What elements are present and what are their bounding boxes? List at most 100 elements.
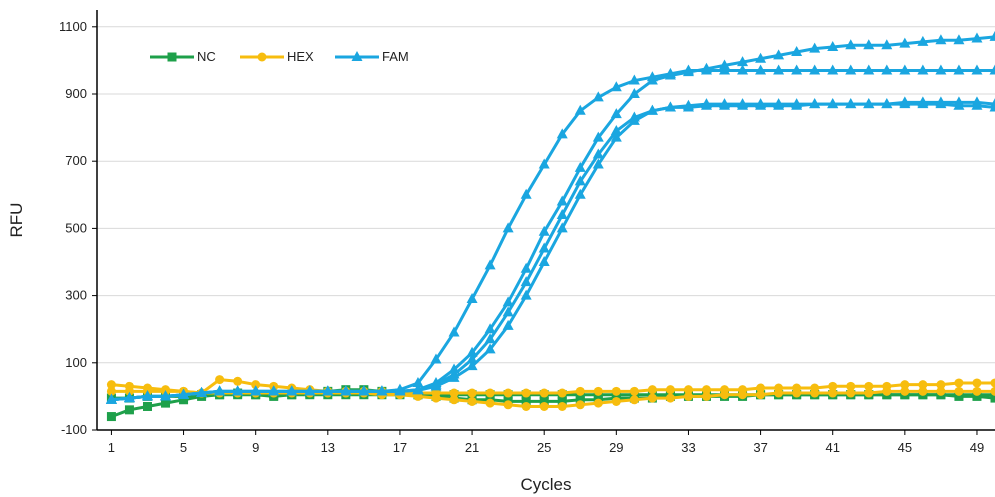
data-point-fam-4-25 [538,158,550,169]
data-point-fam-7-7 [214,385,226,396]
data-point-fam-5-26 [556,195,568,206]
data-point-fam-4-21 [466,292,478,303]
data-point-fam-7-48 [953,99,965,110]
data-point-fam-7-13 [322,385,334,396]
data-point-fam-6-28 [592,148,604,159]
data-point-fam-5-27 [574,161,586,172]
y-tick-label-500: 500 [65,220,87,235]
data-point-hex-2-48 [954,378,964,388]
data-point-hex-2-32 [665,385,675,395]
x-tick-label-25: 25 [537,440,551,455]
data-point-fam-7-47 [935,98,947,109]
data-point-fam-7-6 [196,387,208,398]
data-point-hex-2-9 [251,380,261,390]
data-point-hex-3-43 [864,388,874,398]
data-point-hex-3-38 [774,388,784,398]
data-point-hex-2-33 [683,385,693,395]
data-point-fam-4-28 [592,91,604,102]
data-point-hex-2-45 [900,380,910,390]
x-tick-label-33: 33 [681,440,695,455]
data-point-fam-6-27 [574,175,586,186]
data-point-hex-3-28 [593,398,603,408]
data-point-hex-3-24 [521,401,531,411]
data-point-fam-5-34 [700,62,712,73]
data-point-hex-3-26 [557,401,567,411]
data-point-fam-4-45 [899,64,911,75]
data-point-hex-3-42 [846,388,856,398]
legend-entry-fam: FAM [335,49,409,64]
data-point-fam-4-44 [881,64,893,75]
data-point-fam-5-37 [755,52,767,63]
data-point-fam-5-41 [827,40,839,51]
data-point-fam-4-29 [610,81,622,92]
data-point-fam-7-9 [250,385,262,396]
data-point-hex-2-23 [503,388,513,398]
data-point-fam-5-44 [881,39,893,50]
y-tick-label--100: -100 [61,422,87,437]
data-point-fam-4-46 [917,64,929,75]
data-point-hex-3-20 [449,395,459,405]
data-point-fam-7-15 [358,385,370,396]
data-point-fam-7-39 [791,98,803,109]
data-point-fam-5-49 [971,32,983,43]
tick-labels: -100 100 300 500 700 900 1100 1 5 9 13 17 21 25 29 33 37… [59,19,984,455]
data-point-fam-4-41 [827,64,839,75]
data-point-fam-7-34 [700,98,712,109]
data-point-fam-4-35 [719,64,731,75]
series-line-fam-5 [111,35,995,402]
x-tick-label-37: 37 [753,440,767,455]
data-point-fam-7-4 [160,390,172,401]
data-point-hex-3-2 [124,386,134,396]
data-point-hex-3-47 [936,386,946,396]
data-point-fam-5-22 [484,323,496,334]
x-tick-label-13: 13 [321,440,335,455]
data-point-hex-3-19 [431,393,441,403]
data-point-fam-7-14 [340,385,352,396]
data-point-hex-2-49 [972,378,982,388]
x-tick-label-49: 49 [970,440,984,455]
data-point-fam-7-49 [971,99,983,110]
data-point-nc-0-4 [161,398,171,408]
data-point-fam-4-47 [935,64,947,75]
data-point-fam-6-21 [466,353,478,364]
data-point-fam-5-47 [935,34,947,45]
data-point-fam-4-22 [484,259,496,270]
data-point-fam-5-36 [737,56,749,67]
data-point-nc-0-27 [575,395,585,405]
data-point-hex-2-43 [864,381,874,391]
data-point-fam-7-35 [719,98,731,109]
data-point-fam-5-39 [791,46,803,56]
x-tick-label-5: 5 [180,440,187,455]
data-point-fam-4-38 [773,64,785,75]
series-line-fam-4 [111,69,995,402]
data-point-fam-5-35 [719,59,731,70]
data-point-fam-7-41 [827,98,839,109]
data-point-hex-3-33 [683,391,693,401]
data-point-fam-7-27 [574,188,586,199]
data-point-fam-7-24 [520,289,532,300]
data-point-fam-4-39 [791,64,803,75]
legend-marker-fam [351,51,363,61]
legend: NC HEX FAM [150,49,409,64]
data-point-fam-5-29 [610,108,622,119]
data-point-fam-4-20 [448,326,460,337]
data-point-fam-4-23 [502,222,514,233]
data-point-hex-2-27 [575,386,585,396]
data-point-fam-5-48 [953,34,965,45]
data-point-fam-4-24 [520,188,532,199]
data-point-fam-4-27 [574,104,586,115]
data-point-fam-7-46 [917,98,929,109]
x-tick-label-9: 9 [252,440,259,455]
y-tick-label-900: 900 [65,86,87,101]
data-point-hex-3-34 [701,391,711,401]
data-point-hex-3-29 [611,396,621,406]
axes [92,10,995,435]
data-point-fam-7-50 [989,101,995,112]
data-point-nc-0-3 [142,401,152,411]
data-point-hex-2-1 [106,380,116,390]
data-point-fam-4-18 [412,376,424,387]
data-point-fam-6-22 [484,333,496,344]
data-point-hex-2-24 [521,388,531,398]
data-point-nc-0-24 [521,396,531,406]
data-point-fam-7-26 [556,222,568,233]
